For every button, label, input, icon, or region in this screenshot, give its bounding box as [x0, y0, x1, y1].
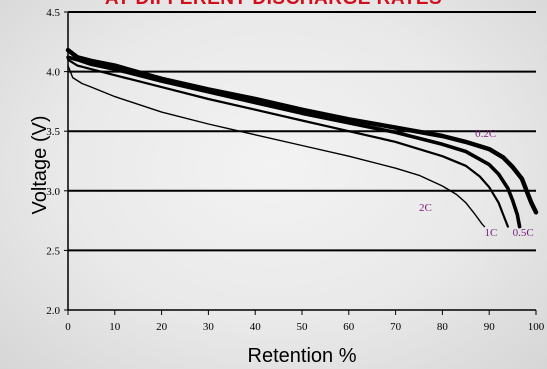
x-tick-label: 100	[528, 321, 545, 333]
series-label: 0.2C	[475, 128, 496, 140]
chart-title: AT DIFFERENT DISCHARGE RATES	[0, 0, 547, 10]
y-tick-label: 3.5	[46, 126, 60, 138]
x-tick-label: 50	[297, 321, 309, 333]
series-lines	[65, 47, 539, 229]
series-line-1C	[66, 58, 509, 228]
y-tick-label: 4.5	[46, 7, 60, 19]
x-tick-label: 20	[156, 321, 168, 333]
y-tick-label: 3.0	[46, 186, 60, 198]
series-label: 0.5C	[513, 227, 534, 239]
x-tick-label: 60	[343, 321, 355, 333]
series-line-0_2C	[65, 47, 539, 215]
x-tick-label: 80	[437, 321, 449, 333]
y-tick-label: 4.0	[46, 67, 60, 79]
x-tick-label: 40	[250, 321, 262, 333]
series-label: 1C	[485, 227, 498, 239]
x-tick-label: 70	[390, 321, 402, 333]
series-line-2C	[67, 64, 486, 228]
x-tick-label: 0	[65, 321, 71, 333]
series-line-0_5C	[66, 55, 522, 229]
y-ticks: 2.0 2.5 3.0 3.5 4.0 4.5	[46, 7, 68, 317]
x-tick-label: 90	[484, 321, 496, 333]
series-labels: 0.2C 0.5C 1C 2C	[419, 128, 534, 239]
series-label: 2C	[419, 202, 432, 214]
y-tick-label: 2.0	[46, 305, 60, 317]
axes	[67, 12, 536, 311]
x-axis-label: Retention %	[248, 345, 357, 367]
y-tick-label: 2.5	[46, 245, 60, 257]
x-tick-label: 10	[109, 321, 121, 333]
y-axis-label: Voltage (V)	[29, 116, 51, 215]
x-ticks: 0 10 20 30 40 50 60 70 80 90 100	[65, 310, 545, 333]
gridlines	[68, 11, 536, 252]
x-tick-label: 30	[203, 321, 215, 333]
